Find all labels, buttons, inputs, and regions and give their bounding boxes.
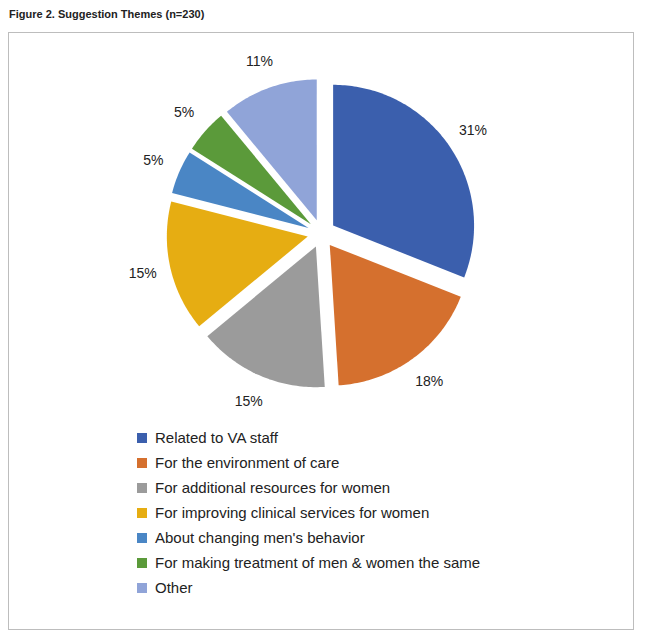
html-text:For improving clinical service: For improving clinical services for wome… bbox=[155, 504, 430, 521]
html-text:For making treatment of men &: For making treatment of men & women the … bbox=[155, 554, 481, 571]
svg-text:15%: 15% bbox=[129, 265, 157, 281]
svg-text:18%: 18% bbox=[415, 373, 443, 389]
html-text:Related to VA staff: Related to VA staff bbox=[155, 429, 278, 446]
html-text:For the environment of care: For the environment of care bbox=[155, 454, 340, 471]
svg-text:11%: 11% bbox=[246, 53, 273, 69]
html-text:Figure 2. Suggestion Themes (n: Figure 2. Suggestion Themes (n=230) bbox=[9, 8, 205, 20]
html-text:Other: Other bbox=[155, 579, 193, 596]
svg-text:31%: 31% bbox=[459, 122, 487, 138]
svg-text:5%: 5% bbox=[143, 152, 163, 168]
html-text:For additional resources for w: For additional resources for women bbox=[155, 479, 391, 496]
svg-text:5%: 5% bbox=[174, 104, 194, 120]
html-text:About changing men's behavior: About changing men's behavior bbox=[155, 529, 365, 546]
svg-text:15%: 15% bbox=[235, 393, 263, 409]
